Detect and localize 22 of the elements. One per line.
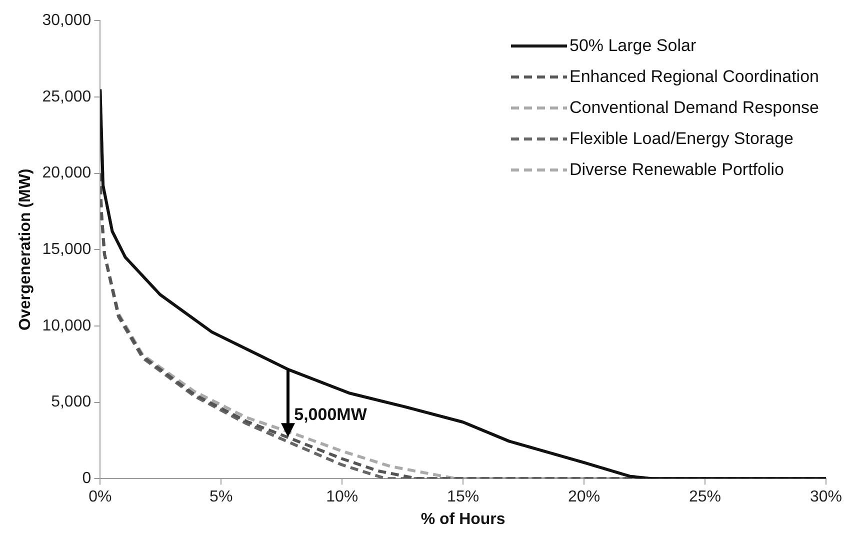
y-tick-label: 15,000 (42, 241, 92, 258)
x-tick-label: 25% (688, 488, 722, 506)
x-tick-label: 10% (326, 488, 358, 506)
y-tick-label: 20,000 (42, 164, 92, 182)
x-tick-label: 0% (88, 488, 112, 506)
y-tick-label: 25,000 (42, 88, 92, 106)
legend-label: Enhanced Regional Coordination (569, 66, 819, 86)
y-axis-title: Overgeneration (MW) (17, 168, 34, 330)
x-tick-label: 30% (810, 488, 842, 506)
legend-label: 50% Large Solar (569, 36, 696, 56)
y-tick-label: 30,000 (42, 12, 92, 30)
annotation: 5,000MW (294, 405, 368, 424)
legend-label: Conventional Demand Response (569, 98, 819, 118)
x-axis-title: % of Hours (420, 510, 506, 528)
y-tick-label: 0 (82, 470, 92, 488)
x-tick-label: 5% (210, 488, 233, 506)
x-tick-label: 15% (447, 488, 480, 506)
y-tick-label: 10,000 (42, 317, 92, 334)
legend-label: Diverse Renewable Portfolio (569, 160, 784, 180)
y-tick-label: 5,000 (51, 394, 92, 411)
legend-label: Flexible Load/Energy Storage (569, 128, 794, 148)
x-tick-label: 20% (568, 488, 600, 506)
